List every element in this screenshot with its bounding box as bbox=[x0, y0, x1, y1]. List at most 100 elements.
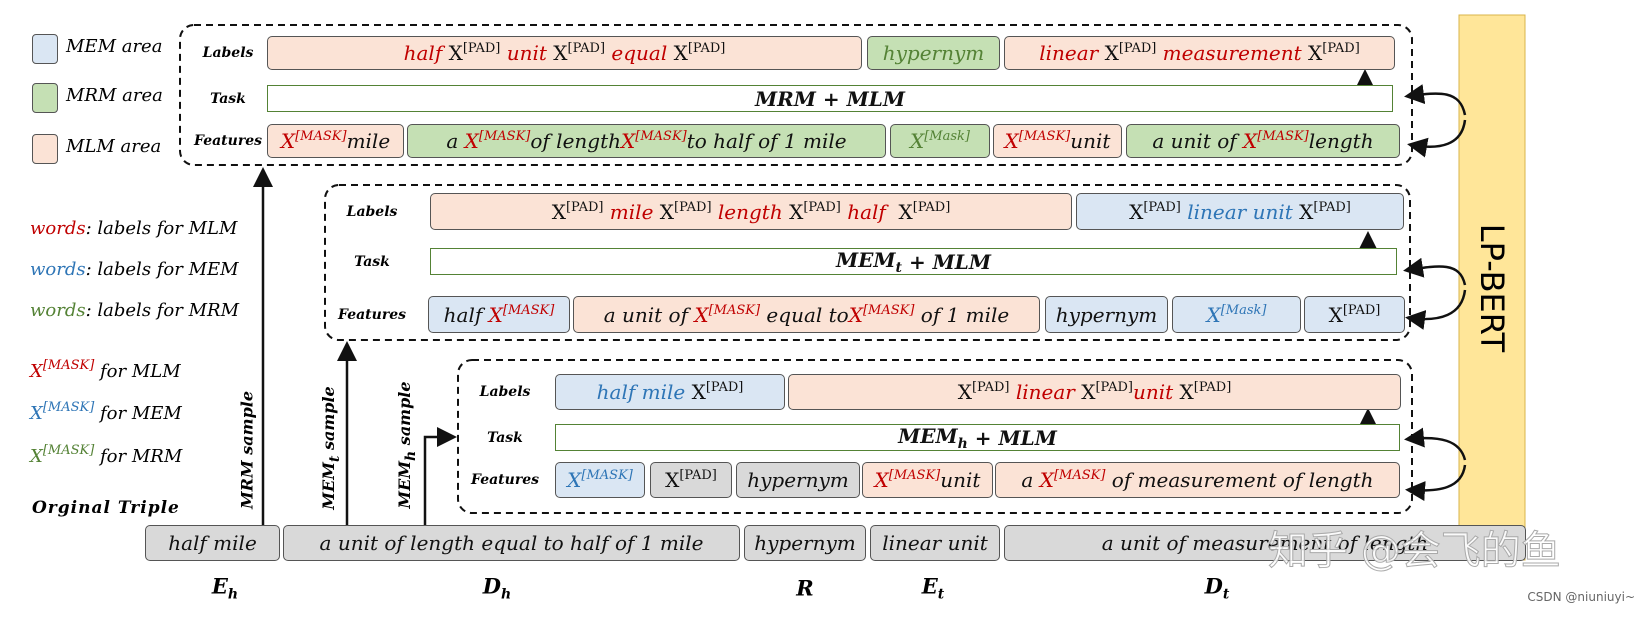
run-text: X bbox=[659, 199, 675, 224]
subscript: h bbox=[957, 435, 968, 451]
text-run: measurement bbox=[1156, 41, 1308, 65]
text-run: of 1 mile bbox=[914, 302, 1010, 327]
text-run: X[MASK] bbox=[567, 468, 633, 492]
run-text: half mile bbox=[596, 380, 692, 404]
text-run: MRM + MLM bbox=[755, 87, 905, 111]
run-text: X bbox=[1206, 302, 1221, 327]
text-run: mile bbox=[347, 129, 391, 153]
superscript: [MASK] bbox=[42, 358, 95, 373]
run-text: X bbox=[1129, 199, 1144, 224]
run-text: X bbox=[1173, 380, 1194, 404]
run-text: of 1 mile bbox=[914, 302, 1010, 327]
legend-label: MLM area bbox=[66, 136, 162, 157]
superscript: [MASK] bbox=[888, 468, 941, 483]
subscript: h bbox=[403, 450, 419, 461]
triple-text: a unit of measurement of length bbox=[1101, 531, 1429, 555]
triple-text: hypernym bbox=[754, 531, 856, 555]
run-text: X bbox=[848, 302, 863, 327]
run-text: MEM bbox=[898, 424, 958, 448]
segment: X[MASK] mile bbox=[267, 124, 404, 158]
text-run: X[PAD] bbox=[692, 380, 744, 404]
text-run: X[MASK] bbox=[694, 303, 760, 327]
run-text: X bbox=[30, 403, 43, 424]
segment: hypernym bbox=[736, 462, 860, 498]
text-run: a bbox=[1021, 468, 1039, 492]
run-text: mile bbox=[346, 129, 391, 153]
text-run: X[MASK] bbox=[465, 129, 531, 153]
run-text: MEM bbox=[835, 248, 896, 272]
text-run: : labels for MLM bbox=[86, 218, 238, 239]
model-label: LP-BERT bbox=[1473, 223, 1511, 353]
subscript: h bbox=[227, 586, 239, 603]
text-run: MRM sample bbox=[238, 391, 257, 509]
run-text: equal bbox=[605, 41, 674, 65]
row-label: Task bbox=[210, 90, 246, 107]
run-text: measurement bbox=[1156, 41, 1309, 65]
text-run: equal to bbox=[760, 303, 848, 327]
legend-swatch bbox=[32, 134, 58, 164]
row-label: Labels bbox=[479, 384, 531, 400]
segment: X[Mask] bbox=[890, 124, 990, 158]
run-text: MEM bbox=[395, 460, 414, 509]
legend-entry: words: labels for MRM bbox=[30, 300, 239, 321]
text-run: MEMt bbox=[319, 456, 343, 510]
text-run: X[MASK] bbox=[849, 303, 915, 327]
row-label: Labels bbox=[346, 203, 398, 220]
segment: a unit of length equal to half of 1 mile bbox=[283, 525, 740, 561]
segment: X[PAD] linear unit X[PAD] bbox=[1076, 193, 1404, 230]
segment: hypernym bbox=[867, 36, 1000, 70]
text-run: X[MASK] bbox=[1243, 129, 1309, 153]
run-text: X bbox=[464, 129, 479, 153]
text-run: X[MASK] bbox=[281, 129, 347, 153]
run-text: X bbox=[909, 129, 925, 153]
arrows bbox=[253, 69, 1467, 525]
run-text: MRM sample bbox=[237, 390, 257, 510]
segment: half mile X[PAD] bbox=[555, 374, 785, 410]
text-run: unit bbox=[940, 468, 980, 492]
run-text: MEM bbox=[319, 462, 338, 510]
run-text: X bbox=[1299, 199, 1314, 224]
superscript: [MASK] bbox=[502, 302, 555, 318]
triple-text: a unit of length equal to half of 1 mile bbox=[319, 531, 704, 555]
run-text: hypernym bbox=[747, 468, 849, 492]
run-text: + MLM bbox=[967, 425, 1057, 450]
legend-label: MRM area bbox=[66, 85, 163, 106]
panel-frame bbox=[179, 24, 1413, 166]
text-run: X[MASK] bbox=[1005, 129, 1071, 153]
run-text: linear unit bbox=[1180, 199, 1300, 224]
text-run: sample bbox=[319, 386, 338, 455]
segment: linear X[PAD] measurement X[PAD] bbox=[1004, 36, 1395, 70]
segment: half mile bbox=[145, 525, 280, 561]
text-run: to half of 1 mile bbox=[687, 129, 847, 153]
segment: a X[MASK] of length X[MASK] to half of 1 mi… bbox=[407, 124, 886, 158]
segment: a unit of X[MASK] equal to X[MASK] of 1 m… bbox=[573, 296, 1040, 333]
superscript: [MASK] bbox=[581, 468, 633, 483]
segment: hypernym bbox=[744, 525, 866, 561]
run-text: X bbox=[567, 468, 582, 492]
superscript: [PAD] bbox=[687, 41, 726, 56]
text-run: of measurement of length bbox=[1105, 468, 1374, 492]
text-run: sample bbox=[395, 381, 414, 450]
model-bar bbox=[1458, 14, 1526, 561]
text-run: words bbox=[30, 218, 86, 239]
triple-symbol: Et bbox=[922, 574, 944, 603]
run-text: unit bbox=[1070, 129, 1111, 153]
text-run: X[PAD] bbox=[1105, 41, 1157, 65]
run-text: : labels for MEM bbox=[85, 259, 239, 280]
run-text: R bbox=[796, 575, 814, 601]
run-text: D bbox=[1204, 573, 1223, 599]
superscript: [Mask] bbox=[924, 129, 970, 144]
segment: X[PAD] linear X[PAD] unit X[PAD] bbox=[788, 374, 1401, 410]
triple-symbol: R bbox=[796, 576, 813, 601]
segment: MRM + MLM bbox=[267, 85, 1393, 112]
text-run: a unit of bbox=[1152, 129, 1243, 153]
segment: half X[PAD] unit X[PAD] equal X[PAD] bbox=[267, 36, 862, 70]
segment: linear unit bbox=[870, 525, 1000, 561]
segment: hypernym bbox=[1045, 296, 1168, 333]
text-run: a bbox=[446, 129, 464, 153]
superscript: [MASK] bbox=[42, 400, 95, 415]
segment: X[MASK] unit bbox=[993, 124, 1122, 158]
run-text: of measurement of length bbox=[1105, 468, 1374, 492]
text-run: words bbox=[30, 259, 86, 280]
